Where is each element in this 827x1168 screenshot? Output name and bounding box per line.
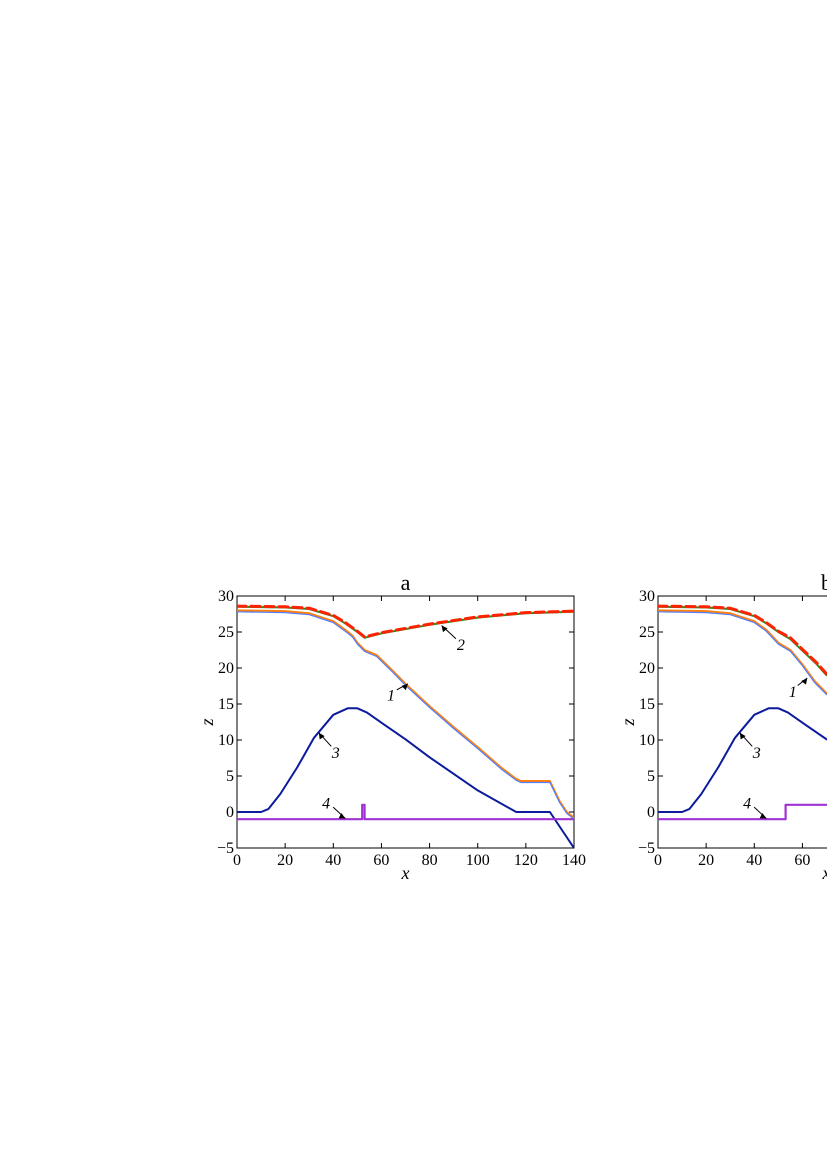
x-tick-label: 60 [373, 852, 389, 869]
x-tick-label: 20 [698, 852, 714, 869]
annotation-label: 3 [331, 745, 340, 762]
annotation-label: 2 [457, 637, 465, 654]
annotation-arrowhead [739, 732, 746, 740]
y-tick-label: 30 [639, 588, 655, 605]
panel-title: a [401, 570, 411, 595]
x-tick-label: 0 [654, 852, 662, 869]
x-tick-label: 40 [746, 852, 762, 869]
x-tick-label: 120 [514, 852, 538, 869]
series-line-6 [658, 803, 827, 821]
axes-frame [236, 595, 575, 849]
series-line-4 [237, 611, 574, 820]
y-tick-label: 25 [639, 624, 655, 641]
series-line-5 [658, 707, 827, 813]
y-tick-label: 10 [218, 732, 234, 749]
series-line-5 [237, 707, 574, 848]
panel-title: b [821, 570, 827, 595]
y-tick-label: 0 [647, 804, 655, 821]
y-tick-label: −5 [217, 840, 234, 857]
annotation-arrowhead [318, 732, 325, 740]
series-line-4 [658, 611, 827, 696]
y-tick-label: 15 [218, 696, 234, 713]
y-tick-label: 20 [639, 660, 655, 677]
annotation-label: 4 [322, 795, 330, 812]
y-tick-label: 15 [639, 696, 655, 713]
x-tick-label: 100 [466, 852, 490, 869]
y-tick-label: 0 [226, 804, 234, 821]
annotation-label: 3 [752, 745, 761, 762]
annotation-arrowhead [801, 678, 808, 685]
annotation-arrowhead [759, 813, 767, 819]
series-line-3 [658, 609, 827, 695]
series-line-3 [237, 609, 574, 819]
annotation-arrowhead [338, 813, 346, 819]
series-line-2 [658, 604, 827, 676]
x-tick-label: 60 [794, 852, 810, 869]
y-tick-label: 10 [639, 732, 655, 749]
y-tick-label: 25 [218, 624, 234, 641]
x-tick-label: 20 [277, 852, 293, 869]
series-group [237, 604, 574, 848]
annotation-label: 1 [387, 687, 395, 704]
annotation-label: 4 [743, 795, 751, 812]
x-axis-label: x [401, 863, 410, 883]
y-tick-label: 5 [647, 768, 655, 785]
y-axis-label: z [618, 718, 638, 726]
series-line-6 [237, 803, 574, 821]
annotation-label: 1 [789, 684, 797, 701]
x-tick-label: 80 [422, 852, 438, 869]
y-tick-label: 30 [218, 588, 234, 605]
y-tick-label: 5 [226, 768, 234, 785]
series-line-2 [237, 604, 574, 639]
x-tick-label: 40 [325, 852, 341, 869]
y-tick-label: 20 [218, 660, 234, 677]
x-tick-label: 0 [233, 852, 241, 869]
series-group [658, 604, 827, 821]
annotation-arrowhead [401, 683, 408, 691]
annotation-arrowhead [441, 625, 448, 633]
y-tick-label: −5 [638, 840, 655, 857]
x-tick-label: 140 [562, 852, 586, 869]
x-axis-label: x [822, 863, 827, 883]
y-axis-label: z [197, 718, 217, 726]
